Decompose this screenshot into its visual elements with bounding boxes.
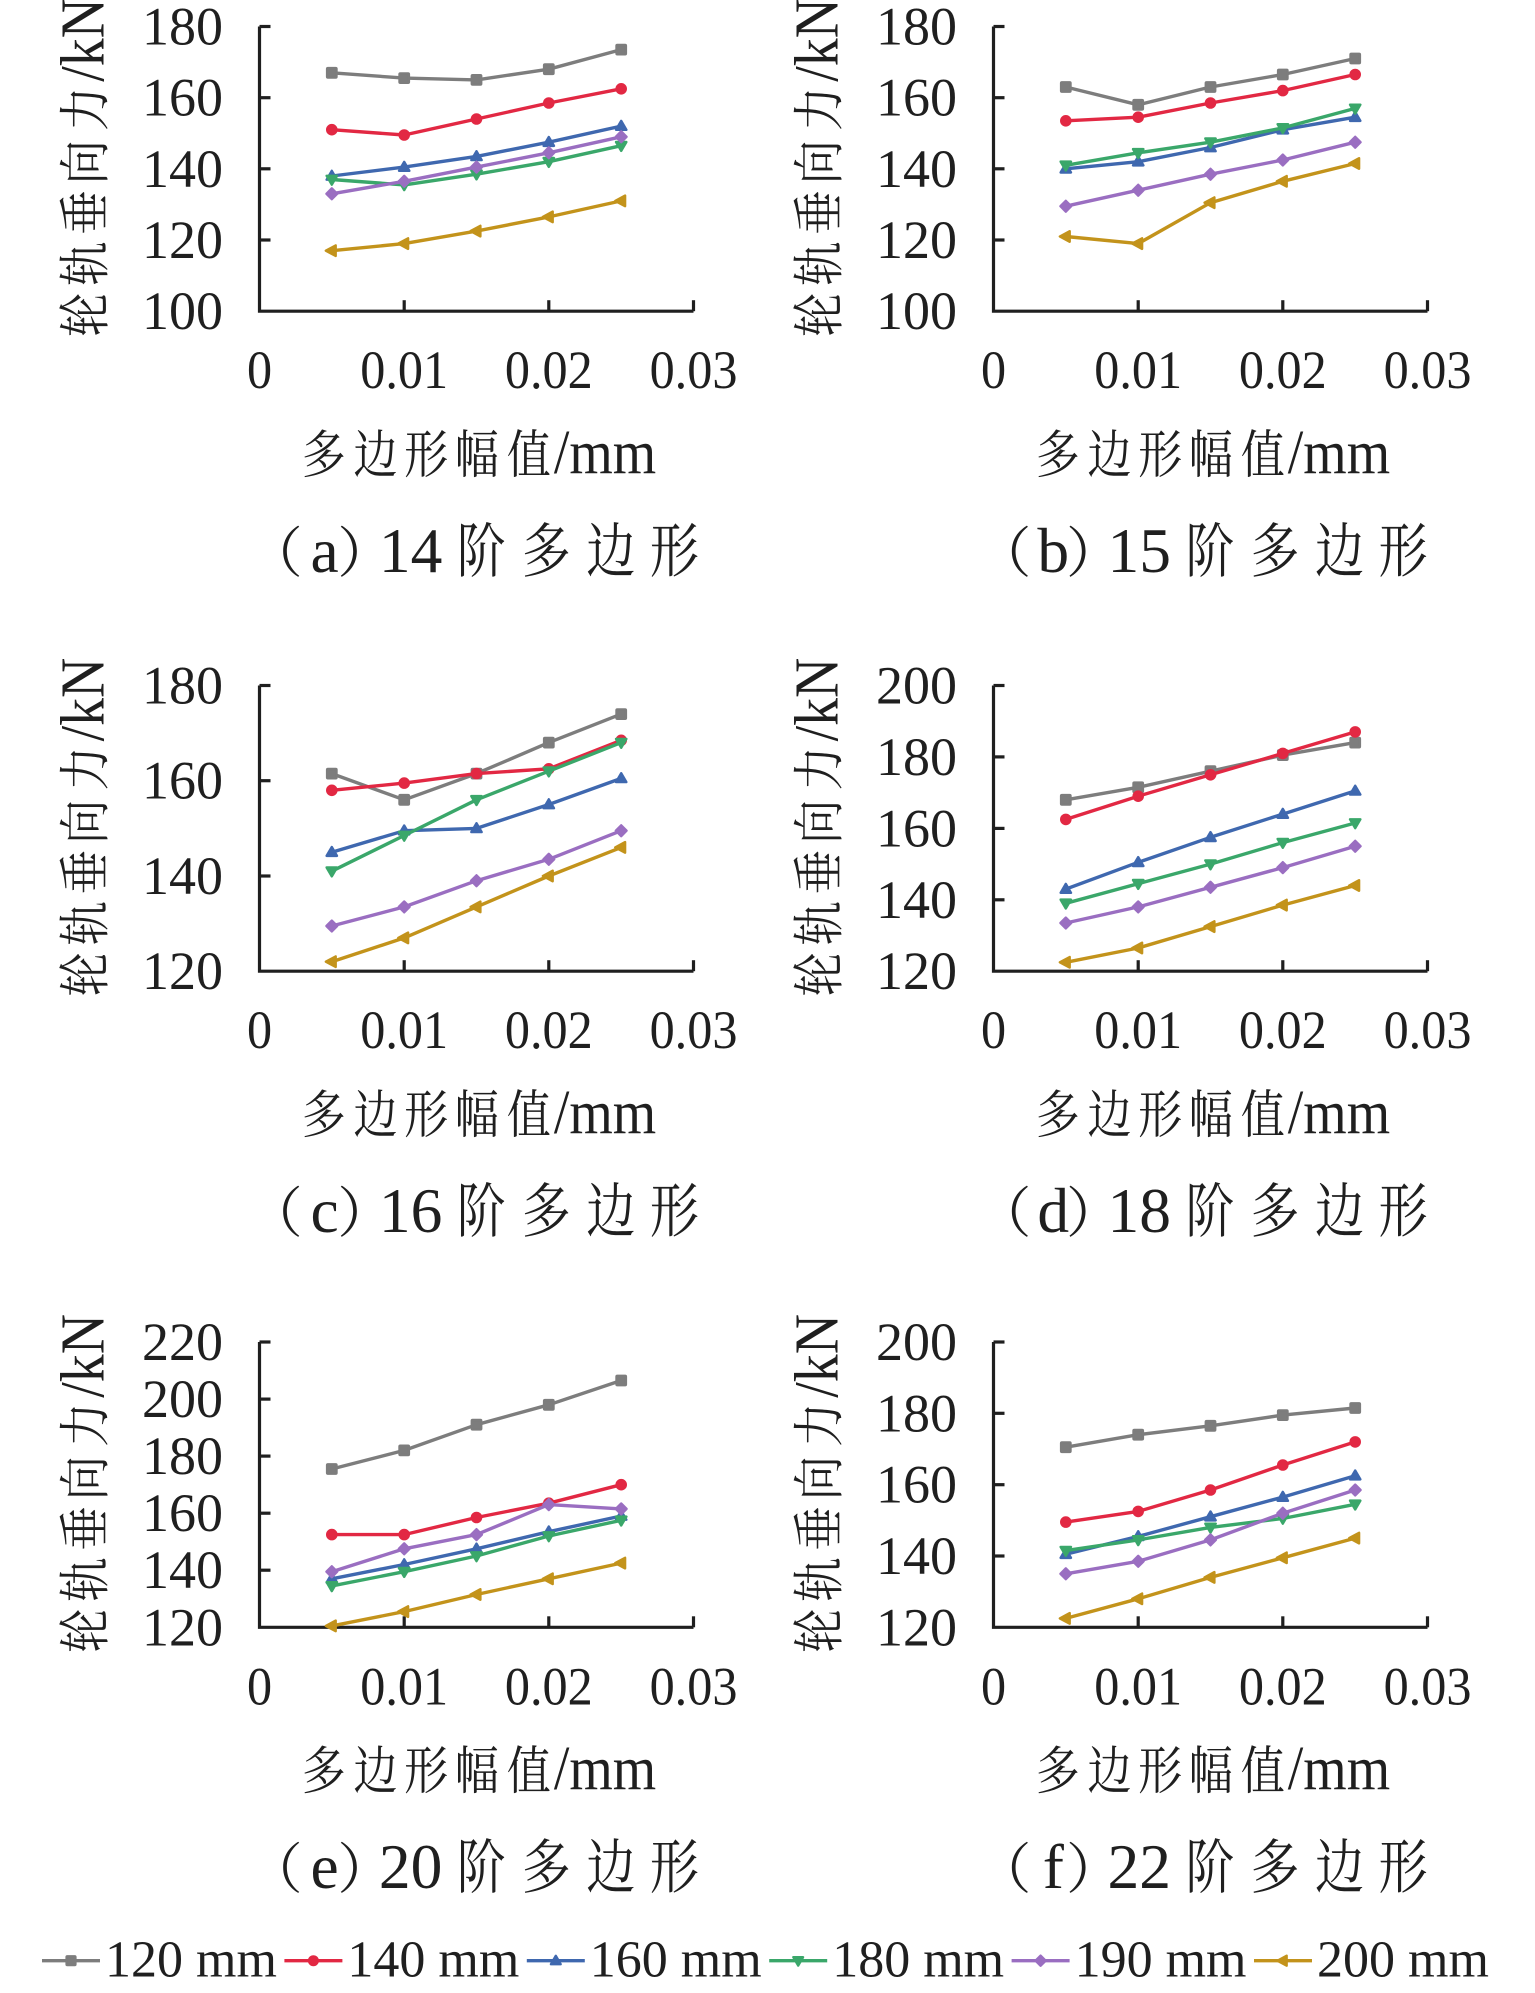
svg-text:180: 180 bbox=[876, 727, 957, 787]
svg-text:190 mm: 190 mm bbox=[1075, 1932, 1247, 1989]
svg-text:20: 20 bbox=[379, 1831, 443, 1902]
svg-text:/kN: /kN bbox=[48, 658, 117, 742]
svg-text:200: 200 bbox=[876, 1312, 957, 1372]
svg-text:140: 140 bbox=[142, 1540, 223, 1600]
svg-text:160: 160 bbox=[142, 1483, 223, 1543]
svg-text:0.01: 0.01 bbox=[360, 342, 448, 401]
svg-text:e: e bbox=[311, 1831, 339, 1902]
svg-text:180: 180 bbox=[142, 0, 223, 57]
svg-text:14: 14 bbox=[379, 515, 443, 586]
svg-text:16: 16 bbox=[379, 1175, 443, 1246]
svg-text:140: 140 bbox=[876, 139, 957, 199]
svg-text:100: 100 bbox=[876, 281, 957, 341]
svg-text:0.01: 0.01 bbox=[1094, 342, 1182, 401]
svg-text:/kN: /kN bbox=[782, 658, 851, 742]
svg-text:0: 0 bbox=[247, 1002, 272, 1061]
svg-text:0: 0 bbox=[247, 342, 272, 401]
svg-text:0.01: 0.01 bbox=[360, 1658, 448, 1717]
svg-text:/kN: /kN bbox=[782, 1314, 851, 1398]
svg-text:200 mm: 200 mm bbox=[1317, 1932, 1489, 1989]
svg-text:120: 120 bbox=[142, 1597, 223, 1657]
svg-text:/kN: /kN bbox=[782, 0, 851, 82]
svg-text:140: 140 bbox=[142, 846, 223, 906]
svg-text:c: c bbox=[311, 1175, 339, 1246]
svg-text:0.03: 0.03 bbox=[650, 1658, 738, 1717]
svg-text:220: 220 bbox=[142, 1312, 223, 1372]
svg-text:0.03: 0.03 bbox=[1384, 342, 1472, 401]
svg-text:120: 120 bbox=[142, 941, 223, 1001]
svg-text:160: 160 bbox=[876, 68, 957, 128]
svg-text:18: 18 bbox=[1108, 1175, 1172, 1246]
svg-text:200: 200 bbox=[142, 1369, 223, 1429]
svg-text:0.02: 0.02 bbox=[1239, 1002, 1327, 1061]
svg-text:180 mm: 180 mm bbox=[832, 1932, 1004, 1989]
svg-text:/mm: /mm bbox=[1288, 1733, 1390, 1802]
svg-text:0.02: 0.02 bbox=[505, 1002, 593, 1061]
svg-text:0.03: 0.03 bbox=[650, 1002, 738, 1061]
svg-text:0.02: 0.02 bbox=[1239, 342, 1327, 401]
svg-text:160: 160 bbox=[876, 1455, 957, 1515]
svg-text:0: 0 bbox=[981, 342, 1006, 401]
svg-text:0: 0 bbox=[981, 1658, 1006, 1717]
svg-text:0.01: 0.01 bbox=[1094, 1002, 1182, 1061]
svg-text:b: b bbox=[1037, 515, 1069, 586]
svg-text:0.03: 0.03 bbox=[1384, 1002, 1472, 1061]
svg-text:0.02: 0.02 bbox=[505, 1658, 593, 1717]
svg-text:180: 180 bbox=[876, 1383, 957, 1443]
svg-text:180: 180 bbox=[142, 656, 223, 716]
svg-text:140: 140 bbox=[876, 870, 957, 930]
svg-text:0.02: 0.02 bbox=[505, 342, 593, 401]
svg-text:200: 200 bbox=[876, 656, 957, 716]
svg-text:/kN: /kN bbox=[48, 1314, 117, 1398]
svg-text:160: 160 bbox=[142, 68, 223, 128]
svg-text:120: 120 bbox=[142, 210, 223, 270]
svg-text:160: 160 bbox=[876, 798, 957, 858]
svg-text:/mm: /mm bbox=[554, 1077, 656, 1146]
svg-text:100: 100 bbox=[142, 281, 223, 341]
svg-text:f: f bbox=[1043, 1831, 1065, 1902]
svg-text:180: 180 bbox=[142, 1426, 223, 1486]
svg-text:/mm: /mm bbox=[554, 417, 656, 486]
svg-text:/mm: /mm bbox=[1288, 417, 1390, 486]
svg-text:180: 180 bbox=[876, 0, 957, 57]
svg-text:160 mm: 160 mm bbox=[590, 1932, 762, 1989]
svg-text:15: 15 bbox=[1108, 515, 1172, 586]
svg-text:140: 140 bbox=[876, 1526, 957, 1586]
svg-text:140: 140 bbox=[142, 139, 223, 199]
svg-text:0.02: 0.02 bbox=[1239, 1658, 1327, 1717]
svg-text:160: 160 bbox=[142, 751, 223, 811]
svg-text:22: 22 bbox=[1108, 1831, 1172, 1902]
svg-text:120: 120 bbox=[876, 210, 957, 270]
svg-text:0: 0 bbox=[247, 1658, 272, 1717]
svg-text:120 mm: 120 mm bbox=[105, 1932, 277, 1989]
svg-text:0.03: 0.03 bbox=[1384, 1658, 1472, 1717]
svg-text:140 mm: 140 mm bbox=[347, 1932, 519, 1989]
svg-text:/mm: /mm bbox=[1288, 1077, 1390, 1146]
svg-text:120: 120 bbox=[876, 1597, 957, 1657]
svg-text:/kN: /kN bbox=[48, 0, 117, 82]
svg-text:/mm: /mm bbox=[554, 1733, 656, 1802]
svg-text:0.01: 0.01 bbox=[360, 1002, 448, 1061]
svg-text:0.03: 0.03 bbox=[650, 342, 738, 401]
svg-text:0.01: 0.01 bbox=[1094, 1658, 1182, 1717]
svg-text:0: 0 bbox=[981, 1002, 1006, 1061]
svg-text:a: a bbox=[311, 515, 339, 586]
svg-text:120: 120 bbox=[876, 941, 957, 1001]
svg-text:d: d bbox=[1037, 1175, 1069, 1246]
